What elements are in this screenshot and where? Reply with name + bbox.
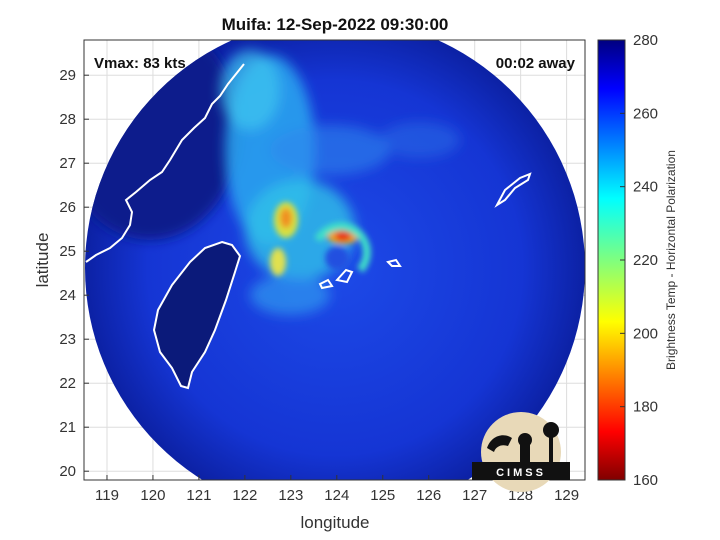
vmax-label: Vmax: 83 kts [94,55,186,72]
logo-text: CIMSS [496,467,546,479]
x-tick-label: 120 [140,487,165,504]
y-tick-label: 22 [59,375,76,392]
x-tick-label: 119 [95,487,119,504]
x-tick-label: 127 [462,487,487,504]
colorbar-title: Brightness Temp - Horizontal Polarizatio… [664,150,678,370]
plot-frame [83,39,586,481]
time-offset-label: 00:02 away [496,55,576,72]
y-tick-label: 27 [59,155,76,172]
y-axis: 20 21 22 23 24 25 26 27 28 29 [59,67,89,480]
x-axis-title: longitude [300,513,369,532]
chart-title: Muifa: 12-Sep-2022 09:30:00 [222,15,449,34]
y-tick-label: 25 [59,243,76,260]
x-tick-label: 121 [186,487,211,504]
y-tick-label: 24 [59,287,76,304]
colorbar-tick-label: 220 [633,252,658,269]
colorbar-tick-label: 240 [633,179,658,196]
colorbar-tick-label: 280 [633,32,658,49]
x-tick-label: 129 [554,487,579,504]
x-tick-label: 126 [416,487,441,504]
x-tick-label: 122 [232,487,257,504]
y-tick-label: 23 [59,331,76,348]
x-tick-label: 123 [278,487,303,504]
ryukyu-islands [494,172,532,208]
y-tick-label: 29 [59,67,76,84]
taiwan-coastline [152,240,242,390]
y-axis-title: latitude [33,233,52,288]
y-tick-label: 26 [59,199,76,216]
x-tick-label: 124 [324,487,349,504]
colorbar-tick-label: 260 [633,105,658,122]
colorbar-tick-label: 200 [633,325,658,342]
colorbar: 160 180 200 220 240 260 280 Brightness Temp - … [597,32,678,489]
y-tick-label: 28 [59,111,76,128]
cimss-logo: CIMSS [472,412,570,492]
colorbar-tick-label: 180 [633,399,658,416]
x-tick-label: 125 [370,487,395,504]
eyewall-features [270,202,371,276]
y-tick-label: 20 [59,463,76,480]
colorbar-tick-label: 160 [633,472,658,489]
mainland-coastline [85,63,245,263]
y-tick-label: 21 [59,419,76,436]
